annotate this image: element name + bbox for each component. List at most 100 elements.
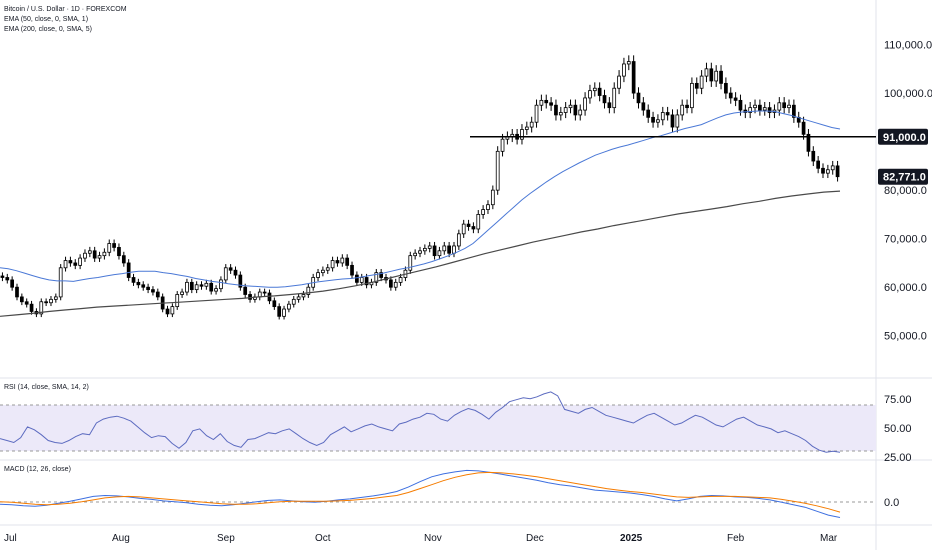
price-label-box — [878, 128, 928, 145]
candle-up — [291, 298, 296, 305]
rsi-band — [0, 405, 876, 451]
candle-down — [636, 92, 641, 104]
candle-up — [418, 250, 422, 254]
candle-down — [19, 296, 24, 303]
candle-down — [724, 82, 728, 94]
candle-down — [141, 284, 146, 288]
candle-down — [631, 61, 636, 94]
candle-down — [792, 104, 796, 118]
candle-up — [442, 245, 447, 252]
candle-up — [500, 138, 505, 152]
candle-down — [15, 286, 19, 298]
candle-down — [44, 301, 48, 304]
candle-up — [39, 301, 44, 315]
candle-up — [583, 97, 587, 111]
candle-up — [656, 119, 660, 123]
candle-down — [767, 107, 772, 113]
candle-down — [131, 277, 136, 283]
time-axis: Jul Aug Sep Oct Nov Dec 2025 Feb Mar — [4, 533, 838, 544]
candle-down — [243, 286, 248, 295]
candle-up — [316, 272, 320, 278]
candle-down — [199, 284, 204, 287]
candle-down — [389, 279, 393, 288]
candle-down — [345, 257, 350, 266]
candle-down — [136, 281, 141, 286]
ema200-line — [0, 190, 841, 317]
candle-up — [282, 308, 286, 317]
price-tick: 50,000.0 — [884, 331, 927, 343]
candle-down — [121, 255, 126, 264]
time-tick: Jul — [4, 533, 17, 544]
candle-up — [714, 70, 719, 82]
candle-up — [617, 75, 621, 89]
candle-up — [830, 165, 835, 171]
candle-up — [476, 214, 481, 230]
candle-up — [175, 294, 180, 308]
candle-down — [670, 114, 675, 128]
candle-up — [704, 68, 709, 77]
candle-up — [748, 107, 753, 113]
candle-down — [0, 275, 5, 278]
candle-up — [626, 61, 631, 65]
candle-up — [422, 247, 427, 252]
candle-up — [53, 296, 58, 300]
price-label-text: 91,000.0 — [883, 132, 926, 144]
candle-down — [646, 109, 651, 118]
candle-down — [262, 291, 267, 294]
candle-up — [534, 104, 539, 123]
rsi-pane: RSI (14, close, SMA, 14, 2) 75.00 50.00 … — [0, 384, 912, 464]
candle-up — [539, 99, 544, 106]
candle-up — [588, 90, 592, 99]
macd-tick-0: 0.0 — [884, 497, 899, 509]
macd-pane: MACD (12, 26, close) 0.0 — [0, 466, 899, 518]
candle-down — [151, 289, 155, 293]
candle-down — [651, 116, 655, 123]
rsi-tick-75: 75.00 — [884, 394, 912, 406]
price-label-text: 82,771.0 — [883, 172, 926, 184]
candle-down — [709, 68, 714, 82]
candle-down — [447, 245, 451, 254]
candle-up — [223, 267, 228, 281]
candle-down — [272, 300, 277, 308]
candle-up — [461, 223, 466, 235]
candle-up — [558, 112, 563, 116]
time-tick: 2025 — [620, 533, 643, 544]
candle-up — [63, 260, 68, 269]
candle-down — [685, 104, 689, 109]
candle-up — [563, 107, 568, 113]
candle-up — [452, 245, 456, 254]
candle-up — [219, 279, 223, 290]
candle-down — [602, 95, 607, 104]
rsi-tick-50: 50.00 — [884, 423, 912, 435]
candle-down — [665, 112, 670, 116]
candle-up — [622, 63, 626, 77]
time-tick: Aug — [112, 533, 130, 544]
candle-down — [835, 165, 840, 178]
candle-up — [660, 112, 665, 121]
candle-up — [826, 169, 830, 174]
candle-up — [287, 303, 291, 310]
candle-down — [816, 160, 821, 169]
candle-down — [92, 250, 97, 259]
candle-up — [204, 282, 209, 287]
candle-up — [321, 269, 325, 274]
candle-up — [699, 75, 704, 89]
candle-down — [165, 308, 170, 315]
candle-up — [170, 306, 175, 315]
rsi-line — [0, 391, 841, 453]
candle-up — [675, 114, 680, 128]
time-tick: Nov — [424, 533, 442, 544]
price-tick: 60,000.0 — [884, 282, 927, 294]
time-tick: Dec — [526, 533, 544, 544]
rsi-legend: RSI (14, close, SMA, 14, 2) — [4, 384, 89, 391]
candle-down — [811, 150, 816, 162]
candle-up — [437, 250, 442, 257]
candle-down — [112, 243, 116, 248]
candle-up — [427, 245, 432, 249]
candle-up — [413, 252, 418, 257]
candle-down — [355, 274, 359, 283]
candle-up — [330, 260, 335, 269]
price-tick: 110,000.0 — [884, 40, 932, 52]
candle-up — [592, 87, 597, 92]
